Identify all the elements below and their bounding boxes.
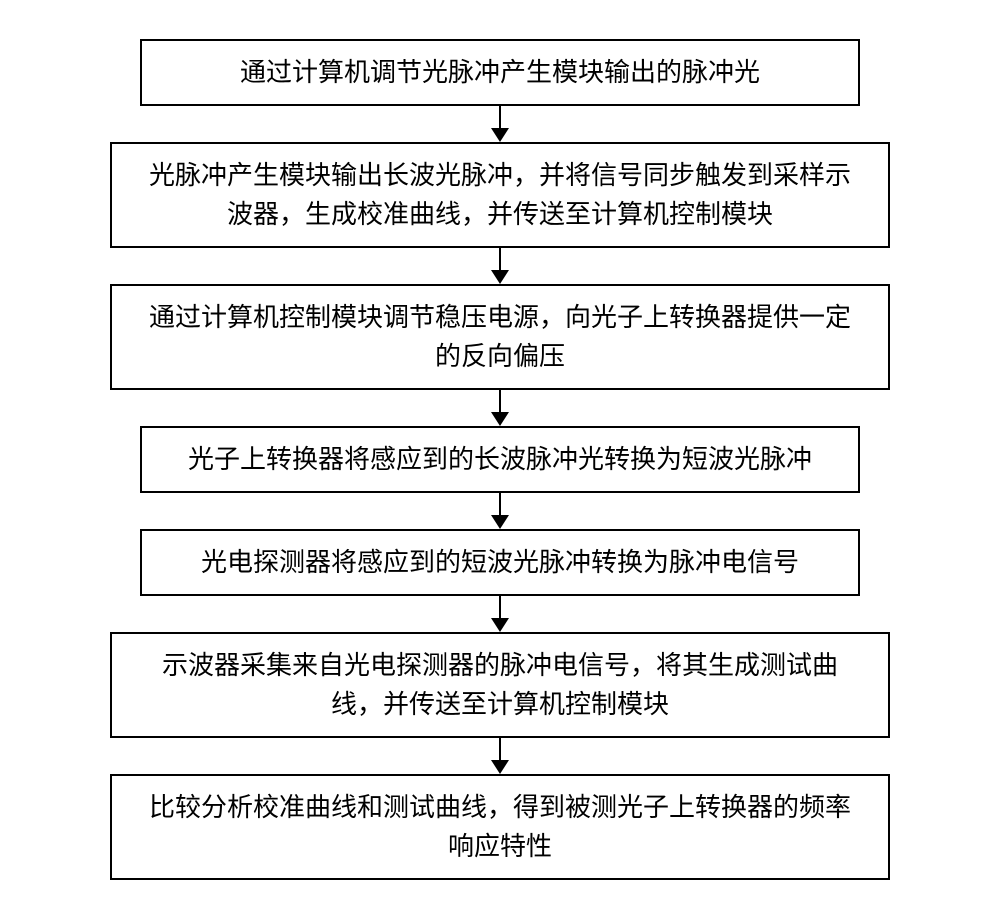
- arrow-down-icon: [491, 248, 509, 284]
- arrow-down-icon: [491, 596, 509, 632]
- flowchart-step: 比较分析校准曲线和测试曲线，得到被测光子上转换器的频率响应特性: [110, 774, 890, 880]
- flowchart-step: 光电探测器将感应到的短波光脉冲转换为脉冲电信号: [140, 529, 860, 596]
- flowchart-container: 通过计算机调节光脉冲产生模块输出的脉冲光 光脉冲产生模块输出长波光脉冲，并将信号…: [110, 9, 890, 910]
- flowchart-step: 光脉冲产生模块输出长波光脉冲，并将信号同步触发到采样示波器，生成校准曲线，并传送…: [110, 142, 890, 248]
- arrow-down-icon: [491, 738, 509, 774]
- arrow-down-icon: [491, 390, 509, 426]
- step-text: 光子上转换器将感应到的长波脉冲光转换为短波光脉冲: [172, 440, 828, 479]
- flowchart-step: 通过计算机控制模块调节稳压电源，向光子上转换器提供一定的反向偏压: [110, 284, 890, 390]
- flowchart-step: 通过计算机调节光脉冲产生模块输出的脉冲光: [140, 39, 860, 106]
- flowchart-step: 光子上转换器将感应到的长波脉冲光转换为短波光脉冲: [140, 426, 860, 493]
- step-text: 光电探测器将感应到的短波光脉冲转换为脉冲电信号: [172, 543, 828, 582]
- step-text: 示波器采集来自光电探测器的脉冲电信号，将其生成测试曲线，并传送至计算机控制模块: [142, 646, 858, 724]
- flowchart-step: 示波器采集来自光电探测器的脉冲电信号，将其生成测试曲线，并传送至计算机控制模块: [110, 632, 890, 738]
- step-text: 通过计算机控制模块调节稳压电源，向光子上转换器提供一定的反向偏压: [142, 298, 858, 376]
- step-text: 比较分析校准曲线和测试曲线，得到被测光子上转换器的频率响应特性: [142, 788, 858, 866]
- arrow-down-icon: [491, 106, 509, 142]
- arrow-down-icon: [491, 493, 509, 529]
- step-text: 光脉冲产生模块输出长波光脉冲，并将信号同步触发到采样示波器，生成校准曲线，并传送…: [142, 156, 858, 234]
- step-text: 通过计算机调节光脉冲产生模块输出的脉冲光: [172, 53, 828, 92]
